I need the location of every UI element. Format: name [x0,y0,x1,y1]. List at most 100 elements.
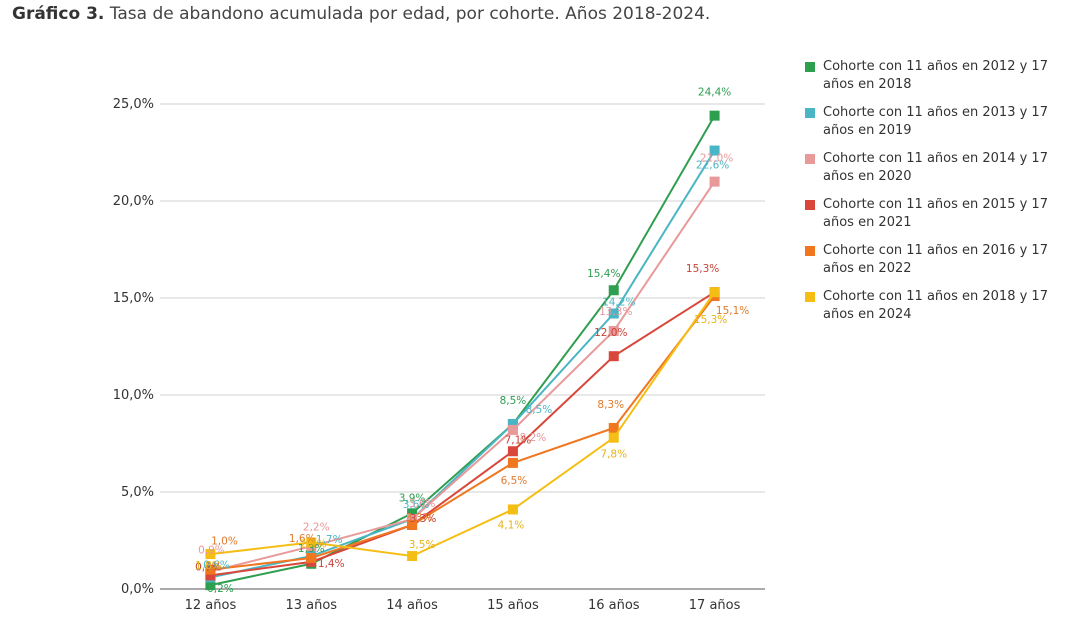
data-label: 8,2% [520,432,547,444]
data-label: 14,2% [602,297,635,309]
y-tick-label: 5,0% [121,485,154,500]
chart-title: Gráfico 3. Tasa de abandono acumulada po… [12,4,1062,24]
data-point-marker [608,308,619,319]
data-label: 24,4% [698,87,731,99]
data-point-marker [709,287,720,298]
data-point-marker [507,424,518,435]
data-point-marker [608,285,619,296]
data-label: 15,3% [686,263,719,275]
data-label: 1,6% [289,533,316,545]
data-point-marker [709,110,720,121]
grid-lines [160,103,765,590]
legend-item: Cohorte con 11 años en 2016 y 17 años en… [803,242,1063,278]
y-tick-label: 0,0% [121,582,154,597]
data-label: 0,2% [207,583,234,595]
data-label: 4,1% [498,519,525,531]
data-label: 12,0% [594,327,627,339]
data-label: 1,3% [298,543,325,555]
data-label: 3,9% [399,492,426,504]
y-axis-ticks: 0,0% 5,0% 10,0% 15,0% 20,0% 25,0% [113,97,154,597]
series-line [210,291,716,577]
data-point-marker [407,519,418,530]
legend-label: Cohorte con 11 años en 2018 y 17 años en… [823,289,1048,322]
legend-label: Cohorte con 11 años en 2014 y 17 años en… [823,151,1048,184]
data-label: 13,3% [599,306,632,318]
data-label: 7,1% [505,434,532,446]
data-label: 2,2% [303,521,330,533]
data-label: 3,6% [409,498,436,510]
x-tick-label: 12 años [185,598,237,613]
data-point-marker [608,422,619,433]
data-point-marker [608,351,619,362]
x-tick-label: 13 años [285,598,337,613]
series-line [210,181,716,573]
data-label: 3,6% [403,499,430,511]
data-point-marker [507,504,518,515]
data-label: 15,3% [694,314,727,326]
data-point-marker [407,508,418,519]
y-tick-label: 15,0% [113,291,154,306]
y-tick-label: 25,0% [113,97,154,112]
data-label: 6,5% [501,475,528,487]
y-tick-label: 20,0% [113,194,154,209]
series-line [210,295,716,571]
data-label: 3,5% [409,539,436,551]
chart-title-prefix: Gráfico 3. [12,4,105,24]
data-point-marker [507,419,518,430]
data-point-marker [205,564,216,575]
data-label: 0,6% [203,559,230,571]
series-line [210,150,716,579]
series-line [210,291,716,558]
legend-label: Cohorte con 11 años en 2015 y 17 años en… [823,197,1048,230]
data-point-marker [608,325,619,336]
x-tick-label: 15 años [487,598,539,613]
data-point-marker [608,432,619,443]
data-label: 7,8% [600,449,627,461]
chart-legend: Cohorte con 11 años en 2012 y 17 años en… [803,58,1063,334]
data-label: 2,4% [300,538,327,550]
data-label: 0,9% [198,545,225,557]
legend-swatch [805,62,815,72]
legend-swatch [805,200,815,210]
data-point-marker [205,549,216,560]
data-label: 15,4% [587,268,620,280]
data-label: 0,7% [195,561,222,573]
data-label: 8,3% [597,399,624,411]
data-point-marker [306,537,317,548]
legend-label: Cohorte con 11 años en 2016 y 17 años en… [823,243,1048,276]
x-axis-ticks: 12 años 13 años 14 años 15 años 16 años 17 añ… [185,598,741,613]
data-point-marker [709,145,720,156]
data-label: 22,6% [696,160,729,172]
data-point-marker [306,552,317,563]
legend-item: Cohorte con 11 años en 2013 y 17 años en… [803,104,1063,140]
data-point-marker [205,580,216,591]
data-label: 1,4% [318,558,345,570]
data-label: 8,5% [500,395,527,407]
legend-item: Cohorte con 11 años en 2018 y 17 años en… [803,288,1063,324]
data-label: 3,3% [406,512,433,524]
x-tick-label: 14 años [386,598,438,613]
x-tick-label: 17 años [689,598,741,613]
x-tick-label: 16 años [588,598,640,613]
legend-item: Cohorte con 11 años en 2014 y 17 años en… [803,150,1063,186]
legend-label: Cohorte con 11 años en 2012 y 17 años en… [823,59,1048,92]
legend-swatch [805,108,815,118]
data-label: 8,5% [526,404,553,416]
data-point-marker [507,457,518,468]
series-lines [205,110,720,591]
legend-swatch [805,246,815,256]
y-tick-label: 10,0% [113,388,154,403]
data-point-marker [507,446,518,457]
data-label: 1,7% [316,534,343,546]
legend-item: Cohorte con 11 años en 2012 y 17 años en… [803,58,1063,94]
legend-swatch [805,154,815,164]
legend-item: Cohorte con 11 años en 2015 y 17 años en… [803,196,1063,232]
data-point-marker [205,570,216,581]
data-point-marker [407,551,418,562]
legend-label: Cohorte con 11 años en 2013 y 17 años en… [823,105,1048,138]
data-label: 1,0% [211,536,238,548]
data-point-marker [709,176,720,187]
series-line [210,115,716,587]
chart-title-text: Tasa de abandono acumulada por edad, por… [109,4,711,24]
